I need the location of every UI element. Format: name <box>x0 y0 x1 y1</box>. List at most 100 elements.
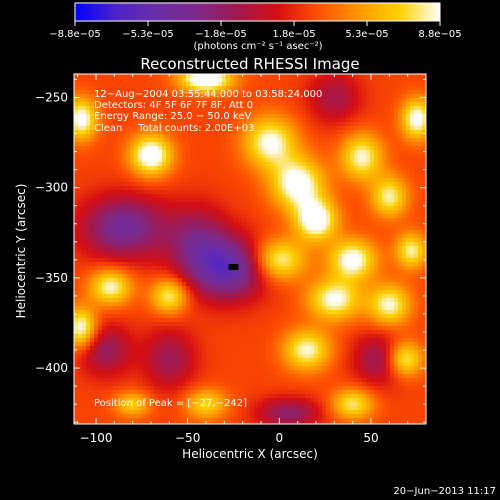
heatmap-cell <box>222 374 226 378</box>
heatmap-cell <box>198 362 202 366</box>
heatmap-cell <box>262 266 266 270</box>
heatmap-cell <box>126 134 130 138</box>
heatmap-cell <box>246 394 250 398</box>
heatmap-cell <box>102 250 106 254</box>
heatmap-cell <box>106 398 110 402</box>
heatmap-cell <box>226 218 230 222</box>
heatmap-cell <box>238 254 242 258</box>
heatmap-cell <box>134 298 138 302</box>
heatmap-cell <box>230 318 234 322</box>
heatmap-cell <box>234 338 238 342</box>
heatmap-cell <box>146 246 150 250</box>
heatmap-cell <box>126 246 130 250</box>
heatmap-cell <box>150 182 154 186</box>
heatmap-cell <box>82 418 86 422</box>
heatmap-cell <box>146 298 150 302</box>
heatmap-cell <box>98 194 102 198</box>
heatmap-cell <box>98 350 102 354</box>
heatmap-cell <box>234 314 238 318</box>
heatmap-cell <box>286 422 290 424</box>
heatmap-cell <box>246 134 250 138</box>
heatmap-cell <box>122 158 126 162</box>
heatmap-cell <box>106 294 110 298</box>
heatmap-cell <box>266 222 270 226</box>
heatmap-cell <box>190 342 194 346</box>
heatmap-cell <box>98 166 102 170</box>
heatmap-cell <box>214 234 218 238</box>
heatmap-cell <box>106 298 110 302</box>
heatmap-cell <box>226 294 230 298</box>
heatmap-cell <box>214 262 218 266</box>
heatmap-cell <box>126 130 130 134</box>
heatmap-cell <box>130 138 134 142</box>
heatmap-cell <box>210 238 214 242</box>
heatmap-cell <box>222 102 226 106</box>
heatmap-cell <box>170 246 174 250</box>
heatmap-cell <box>114 406 118 410</box>
heatmap-cell <box>150 210 154 214</box>
heatmap-cell <box>278 406 282 410</box>
heatmap-cell <box>298 198 302 202</box>
heatmap-cell <box>278 282 282 286</box>
heatmap-cell <box>290 278 294 282</box>
heatmap-cell <box>190 274 194 278</box>
heatmap-cell <box>118 162 122 166</box>
heatmap-cell <box>102 334 106 338</box>
heatmap-cell <box>134 78 138 82</box>
heatmap-cell <box>138 298 142 302</box>
heatmap-cell <box>126 154 130 158</box>
heatmap-cell <box>258 286 262 290</box>
heatmap-cell <box>146 154 150 158</box>
heatmap-cell <box>270 174 274 178</box>
heatmap-cell <box>166 302 170 306</box>
heatmap-cell <box>114 374 118 378</box>
heatmap-cell <box>82 318 86 322</box>
heatmap-cell <box>230 202 234 206</box>
heatmap-cell <box>282 410 286 414</box>
heatmap-cell <box>130 154 134 158</box>
heatmap-cell <box>258 166 262 170</box>
heatmap-cell <box>162 354 166 358</box>
heatmap-cell <box>86 110 90 114</box>
heatmap-cell <box>218 98 222 102</box>
heatmap-cell <box>102 194 106 198</box>
heatmap-cell <box>158 278 162 282</box>
heatmap-cell <box>226 274 230 278</box>
heatmap-cell <box>266 390 270 394</box>
heatmap-cell <box>74 206 78 210</box>
heatmap-cell <box>110 250 114 254</box>
heatmap-cell <box>218 270 222 274</box>
heatmap-cell <box>150 358 154 362</box>
heatmap-cell <box>178 150 182 154</box>
heatmap-cell <box>270 342 274 346</box>
heatmap-cell <box>94 258 98 262</box>
heatmap-cell <box>270 230 274 234</box>
heatmap-cell <box>186 154 190 158</box>
heatmap-cell <box>258 338 262 342</box>
heatmap-cell <box>202 170 206 174</box>
heatmap-cell <box>198 418 202 422</box>
heatmap-cell <box>122 126 126 130</box>
heatmap-cell <box>146 258 150 262</box>
heatmap-cell <box>90 362 94 366</box>
heatmap-cell <box>126 422 130 424</box>
heatmap-cell <box>218 290 222 294</box>
heatmap-cell <box>270 90 274 94</box>
heatmap-cell <box>190 182 194 186</box>
heatmap-cell <box>90 258 94 262</box>
heatmap-cell <box>114 242 118 246</box>
heatmap-cell <box>134 86 138 90</box>
heatmap-cell <box>290 198 294 202</box>
heatmap-cell <box>110 374 114 378</box>
heatmap-cell <box>246 414 250 418</box>
heatmap-cell <box>246 154 250 158</box>
heatmap-cell <box>150 274 154 278</box>
heatmap-cell <box>130 418 134 422</box>
heatmap-cell <box>150 190 154 194</box>
heatmap-cell <box>230 402 234 406</box>
heatmap-cell <box>198 226 202 230</box>
heatmap-cell <box>286 154 290 158</box>
heatmap-cell <box>118 250 122 254</box>
heatmap-cell <box>226 242 230 246</box>
heatmap-cell <box>94 202 98 206</box>
